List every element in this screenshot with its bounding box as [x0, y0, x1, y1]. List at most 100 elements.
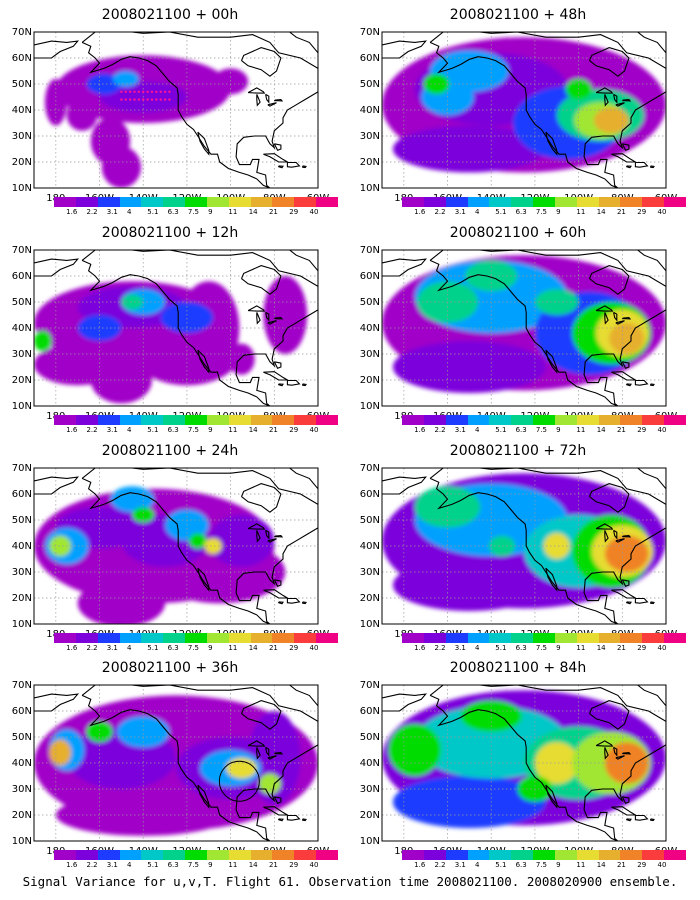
colorbar-label: 29 — [289, 426, 299, 434]
colorbar-swatch — [75, 197, 98, 207]
contour-region — [392, 125, 546, 173]
colorbar-label: 5.1 — [495, 861, 507, 869]
colorbar-label: 3.1 — [106, 208, 118, 216]
colorbar-label: 6.3 — [167, 861, 179, 869]
colorbar-label: 14 — [596, 644, 606, 652]
figure-caption: Signal Variance for u,v,T. Flight 61. Ob… — [22, 874, 678, 889]
contour-region — [44, 78, 67, 126]
contour-region — [392, 559, 546, 611]
coastlines — [382, 32, 666, 188]
colorbar-label: 4 — [127, 644, 132, 652]
lat-tick-label: 60N — [12, 271, 32, 282]
colorbar-swatch — [97, 415, 120, 425]
colorbar-label: 5.1 — [495, 208, 507, 216]
panel-00h: 2008021100 + 00h 70N60N50N40N30N20N10N18… — [0, 4, 340, 216]
lat-tick-label: 70N — [12, 680, 32, 691]
colorbar-label: 21 — [616, 426, 626, 434]
lat-tick-label: 50N — [360, 732, 380, 743]
coastlines — [382, 468, 666, 624]
lat-tick-label: 10N — [360, 401, 380, 412]
colorbar-swatch — [294, 415, 317, 425]
colorbar-swatch — [664, 633, 686, 643]
colorbar-swatch — [250, 633, 273, 643]
colorbar-label: 9 — [208, 426, 213, 434]
colorbar-label: 40 — [657, 208, 667, 216]
colorbar-swatch — [489, 197, 512, 207]
contour-region — [49, 535, 72, 557]
coastlines — [34, 468, 318, 624]
colorbar-label: 14 — [248, 861, 258, 869]
coastlines — [382, 685, 666, 841]
colorbar — [54, 415, 338, 425]
colorbar-label: 1.6 — [414, 861, 426, 869]
plot-frame — [381, 249, 667, 407]
gridlines — [382, 32, 666, 188]
colorbar-label: 40 — [657, 426, 667, 434]
colorbar-swatch — [163, 415, 186, 425]
contour-region — [593, 107, 629, 134]
colorbar-label: 1.6 — [66, 861, 78, 869]
lat-tick-label: 40N — [360, 323, 380, 334]
panel-72h: 2008021100 + 72h 70N60N50N40N30N20N10N18… — [348, 440, 688, 652]
contour-region — [49, 739, 72, 766]
lat-tick-label: 40N — [12, 758, 32, 769]
colorbar-label: 4 — [475, 861, 480, 869]
colorbar-label: 3.1 — [454, 861, 466, 869]
colorbar-label: 29 — [637, 208, 647, 216]
colorbar-swatch — [54, 197, 76, 207]
lat-tick-label: 60N — [360, 706, 380, 717]
colorbar-label: 6.3 — [167, 426, 179, 434]
lat-tick-label: 60N — [360, 489, 380, 500]
lat-tick-label: 20N — [12, 375, 32, 386]
lat-tick-label: 40N — [12, 323, 32, 334]
colorbar-swatch — [163, 197, 186, 207]
variance-field — [34, 695, 318, 836]
colorbar-label: 14 — [596, 861, 606, 869]
colorbar-label: 11 — [228, 426, 238, 434]
map-00h: 70N60N50N40N30N20N10N180160W140W120W100W… — [12, 27, 330, 204]
contour-region — [263, 276, 308, 354]
plot-frame — [381, 684, 667, 842]
highlight-circle — [218, 760, 260, 802]
colorbar-label: 9 — [556, 208, 561, 216]
colorbar-label: 5.1 — [495, 426, 507, 434]
colorbar-swatch — [54, 415, 76, 425]
colorbar-swatch — [598, 850, 621, 860]
coastlines — [34, 685, 318, 841]
colorbar-label: 29 — [289, 644, 299, 652]
contour-region — [534, 289, 579, 315]
colorbar-swatch — [445, 197, 468, 207]
colorbar-swatch — [576, 415, 599, 425]
lat-tick-label: 20N — [12, 810, 32, 821]
contour-region — [460, 700, 522, 732]
contour-region — [121, 294, 144, 310]
colorbar-label: 6.3 — [515, 208, 527, 216]
colorbar-label: 7.5 — [535, 426, 547, 434]
contour-region — [204, 538, 222, 554]
lat-tick-label: 70N — [12, 245, 32, 256]
colorbar-label: 21 — [268, 208, 278, 216]
colorbar-swatch — [250, 415, 273, 425]
colorbar-swatch — [272, 197, 295, 207]
colorbar-swatch — [533, 850, 555, 860]
colorbar-label: 2.2 — [86, 644, 98, 652]
colorbar-label: 6.3 — [167, 208, 179, 216]
panel-title: 2008021100 + 00h — [101, 7, 239, 23]
lat-tick-label: 70N — [12, 27, 32, 38]
colorbar-label: 1.6 — [414, 208, 426, 216]
colorbar-label: 4 — [475, 208, 480, 216]
contour-region — [604, 535, 649, 572]
contour-region — [609, 322, 645, 354]
colorbar-labels: 1.6 2.2 3.1 4 5.1 6.3 7.5 9 11 14 21 29 40 — [54, 644, 338, 653]
plot-frame — [381, 31, 667, 189]
colorbar-swatch — [664, 197, 686, 207]
colorbar-swatch — [294, 850, 317, 860]
colorbar-label: 9 — [556, 426, 561, 434]
colorbar-swatch — [402, 197, 424, 207]
colorbar-swatch — [75, 415, 98, 425]
plot-frame — [381, 467, 667, 625]
map-12h: 70N60N50N40N30N20N10N180160W140W120W100W… — [12, 245, 330, 422]
lat-tick-label: 20N — [360, 593, 380, 604]
lat-tick-label: 50N — [12, 297, 32, 308]
colorbar-label: 2.2 — [434, 644, 446, 652]
